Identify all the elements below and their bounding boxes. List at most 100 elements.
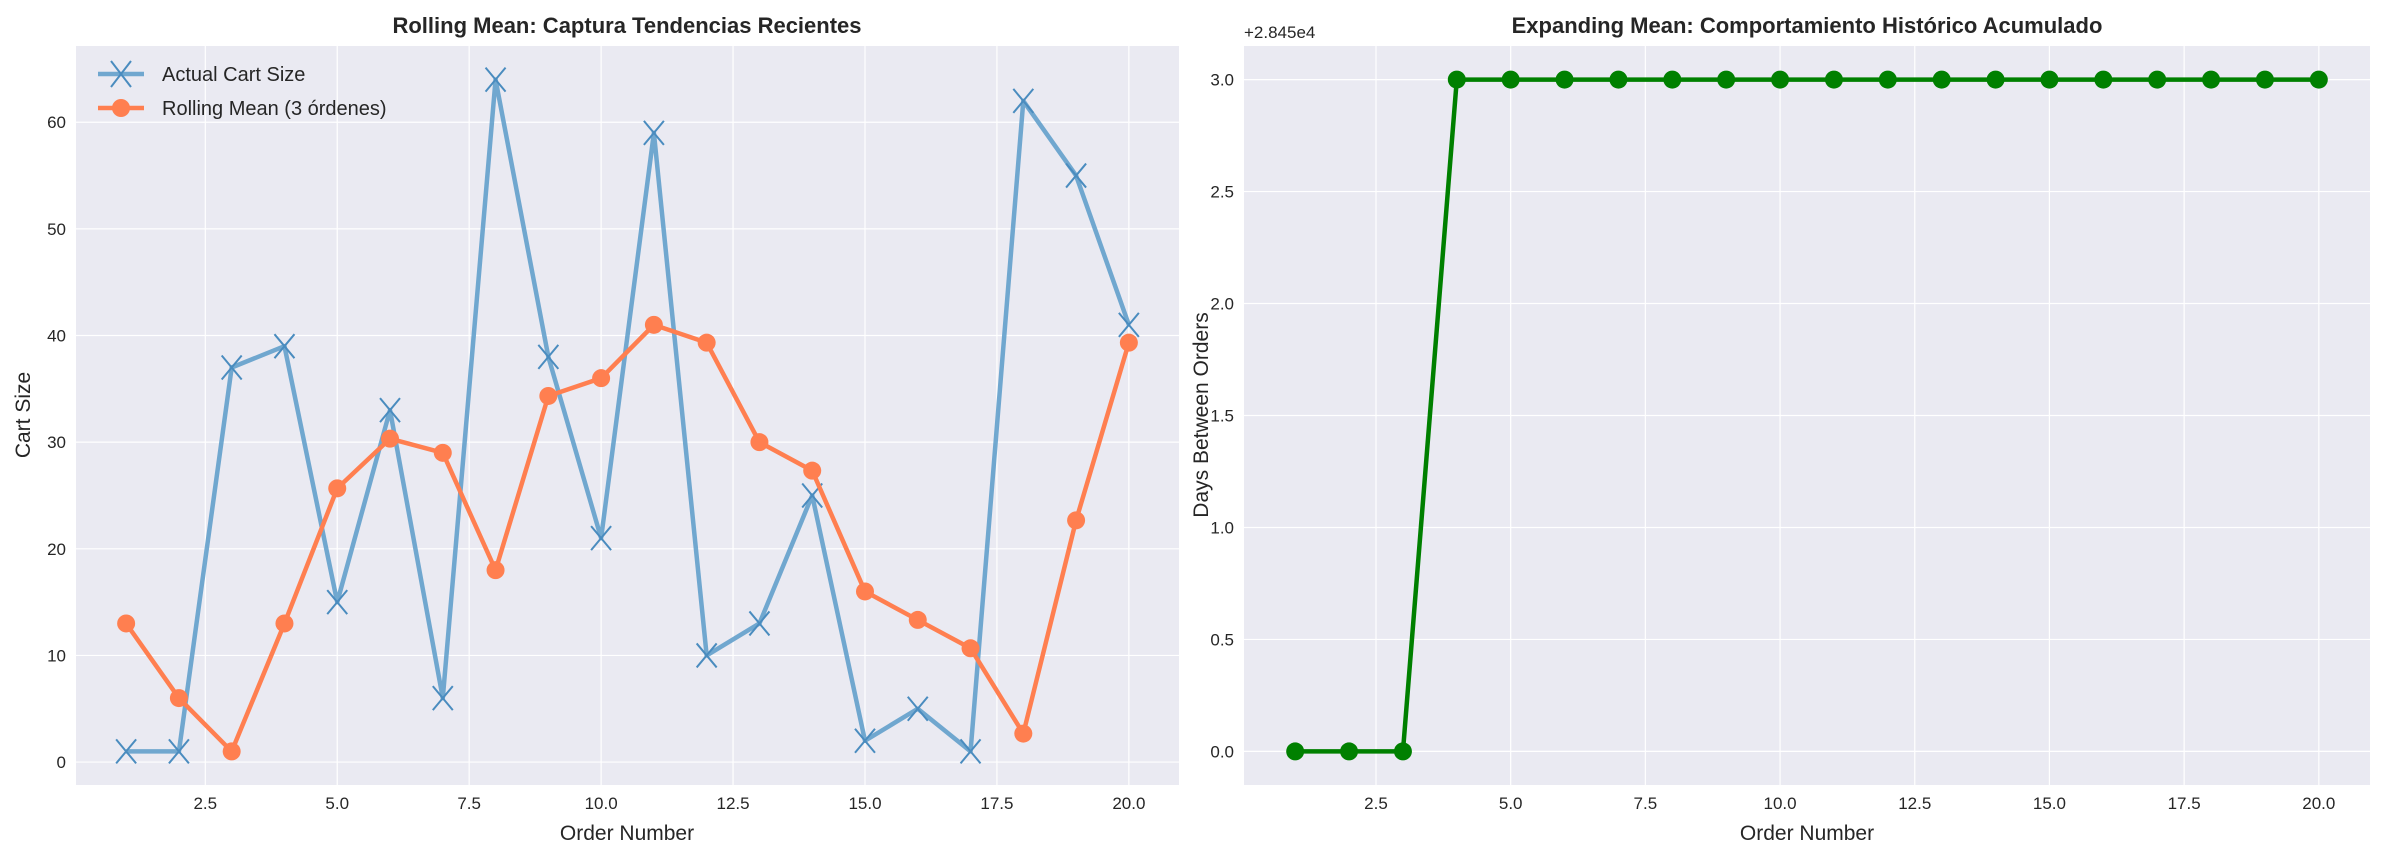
data-point-marker [1447,70,1466,89]
data-point-marker [1555,70,1574,89]
y-axis-label: Cart Size [12,372,35,458]
data-point-marker [1393,742,1412,761]
y-tick-label: 0.5 [1210,630,1234,649]
data-point-x-marker [379,397,401,423]
data-point-marker [539,386,558,405]
x-tick-label: 2.5 [1364,794,1388,813]
data-point-marker [117,614,136,633]
data-point-marker [803,461,822,480]
data-point-marker [1717,70,1736,89]
data-point-marker [908,610,927,629]
y-tick-label: 3.0 [1210,71,1234,90]
data-point-x-marker [326,589,349,615]
y-tick-label: 1.0 [1210,518,1234,537]
data-point-x-marker [115,738,137,765]
x-tick-label: 17.5 [980,794,1013,813]
data-point-marker [961,639,980,658]
data-point-x-marker [1118,312,1140,338]
data-point-marker [592,369,611,388]
data-point-marker [2040,70,2059,89]
series-rolling-mean-3-rdenes- [117,315,1138,761]
x-axis-label: Order Number [1740,822,1874,845]
series-actual-cart-size [115,66,1140,765]
data-point-marker [2094,70,2113,89]
data-point-x-marker [432,685,454,711]
data-point-marker [1014,724,1033,743]
x-tick-label: 2.5 [193,794,217,813]
series-expanding-mean [1286,70,2328,761]
data-point-x-marker [643,120,665,146]
data-point-marker [750,433,769,452]
y-tick-label: 2.0 [1210,295,1234,314]
legend-label-rolling: Rolling Mean (3 órdenes) [162,98,387,120]
x-tick-label: 15.0 [848,794,881,813]
x-tick-label: 20.0 [2302,794,2335,813]
data-point-marker [1067,511,1086,530]
data-point-marker [222,742,241,761]
x-tick-label: 5.0 [325,794,349,813]
data-point-x-marker [959,738,982,765]
chart-title: Rolling Mean: Captura Tendencias Recient… [392,13,861,38]
data-point-marker [328,479,347,498]
data-point-x-marker [537,344,560,370]
y-tick-label: 0 [57,753,66,772]
data-point-marker [1501,70,1520,89]
data-point-marker [433,443,452,462]
y-tick-label: 2.5 [1210,183,1234,202]
expanding-mean-chart: Expanding Mean: Comportamiento Histórico… [1190,13,2370,845]
chart-title: Expanding Mean: Comportamiento Histórico… [1512,13,2103,38]
x-tick-label: 20.0 [1112,794,1145,813]
data-point-marker [2309,70,2328,89]
data-point-marker [1340,742,1359,761]
x-tick-label: 12.5 [1898,794,1931,813]
data-point-marker [169,689,188,708]
data-point-x-marker [695,642,718,669]
x-tick-label: 12.5 [717,794,750,813]
data-point-x-marker [484,66,507,93]
y-tick-label: 60 [47,113,66,132]
data-point-marker [1663,70,1682,89]
data-point-x-marker [748,610,771,637]
x-tick-label: 5.0 [1499,794,1523,813]
x-axis-label: Order Number [560,822,694,845]
y-tick-label: 1.5 [1210,407,1234,426]
data-point-x-marker [1065,162,1087,189]
legend-label-actual: Actual Cart Size [162,64,305,86]
data-point-marker [1932,70,1951,89]
y-axis-label: Days Between Orders [1190,312,1213,517]
data-point-marker [1609,70,1628,89]
data-point-marker [644,315,663,334]
y-tick-label: 50 [47,220,66,239]
data-point-marker [1119,333,1138,352]
data-point-marker [697,333,716,352]
data-point-marker [855,582,874,601]
data-point-marker [2255,70,2274,89]
y-tick-label: 30 [47,433,66,452]
rolling-mean-chart: Rolling Mean: Captura Tendencias Recient… [12,13,1179,845]
data-point-marker [1878,70,1897,89]
data-point-x-marker [273,333,296,359]
data-point-x-marker [590,525,612,551]
data-point-marker [2202,70,2221,89]
data-point-marker [1824,70,1843,89]
data-point-marker [1771,70,1790,89]
x-tick-label: 10.0 [585,794,618,813]
y-tick-label: 40 [47,327,66,346]
plot-area [76,46,1179,785]
data-point-marker [486,561,505,580]
data-point-marker [2148,70,2167,89]
data-point-marker [275,614,294,633]
data-point-x-marker [906,696,929,722]
y-offset-text: +2.845e4 [1244,23,1315,42]
x-tick-label: 7.5 [1634,794,1658,813]
legend-circle-marker [112,99,130,117]
y-tick-label: 10 [47,646,66,665]
legend: Actual Cart Size Rolling Mean (3 órdenes… [98,60,387,120]
data-point-x-marker [220,354,243,381]
legend-x-marker [110,60,132,88]
data-point-x-marker [1012,88,1035,114]
x-tick-label: 17.5 [2168,794,2201,813]
x-tick-label: 15.0 [2033,794,2066,813]
x-tick-label: 7.5 [457,794,481,813]
